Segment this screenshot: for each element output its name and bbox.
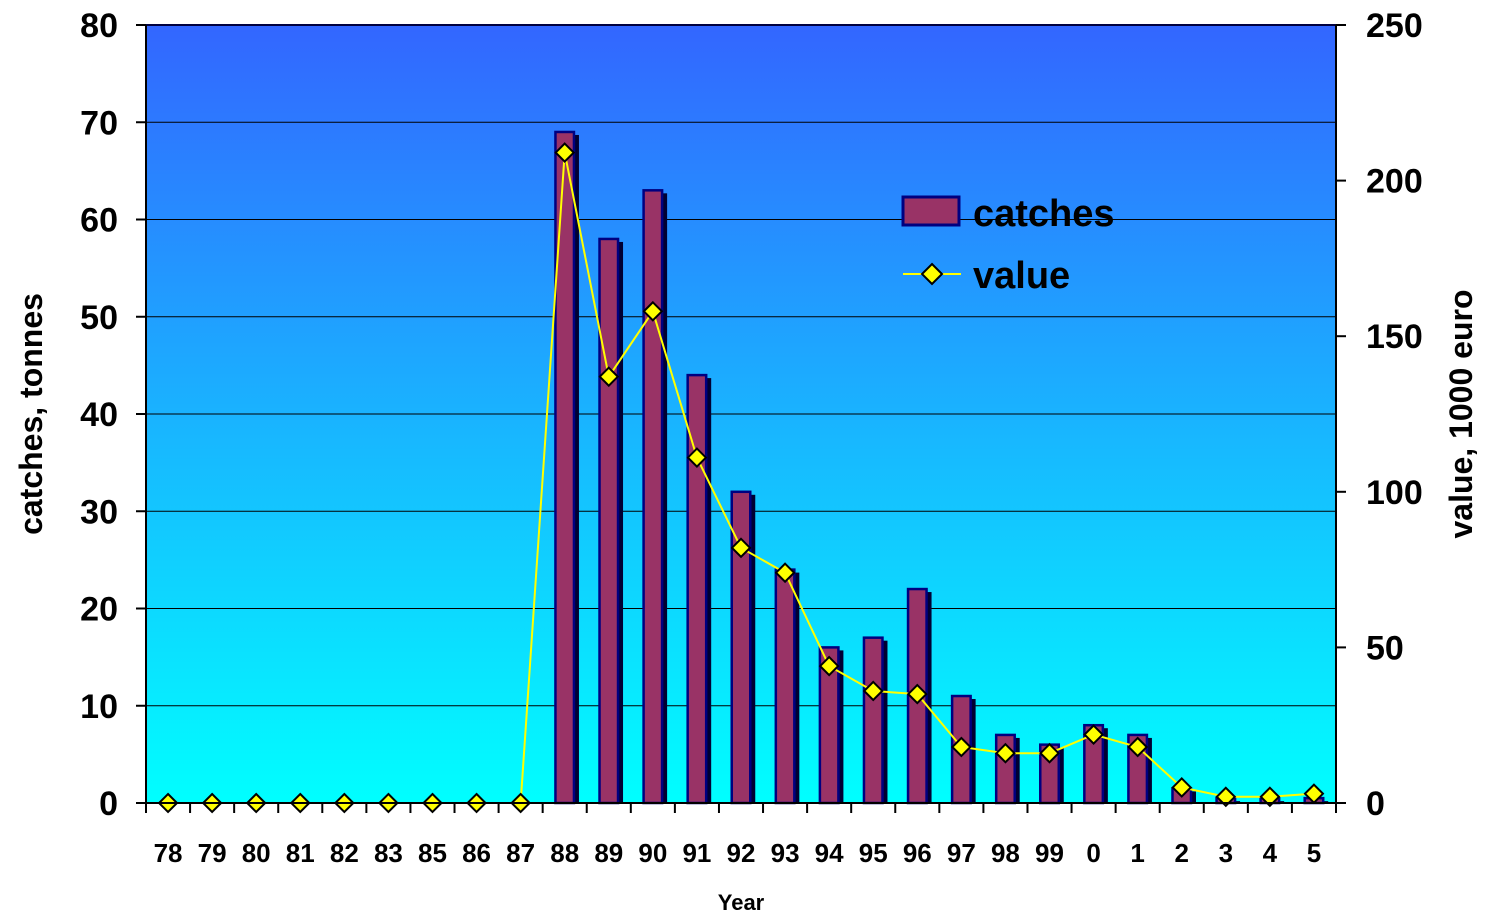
x-tick-label: 4	[1263, 838, 1278, 868]
x-tick-label: 79	[198, 838, 227, 868]
x-tick-label: 93	[771, 838, 800, 868]
y-tick-label-left: 40	[80, 396, 118, 434]
x-tick-label: 87	[506, 838, 535, 868]
x-tick-label: 92	[727, 838, 756, 868]
value-marker	[862, 680, 884, 702]
x-tick-label: 78	[154, 838, 183, 868]
y-axis-title-left: catches, tonnes	[13, 293, 49, 535]
x-tick-label: 98	[991, 838, 1020, 868]
value-marker	[1083, 724, 1105, 745]
value-marker	[554, 142, 576, 164]
value-marker	[1259, 786, 1281, 808]
legend-swatch-catches	[901, 195, 961, 227]
value-marker	[774, 562, 796, 584]
legend: catches value	[901, 193, 1115, 297]
y-tick-label-right: 100	[1366, 474, 1423, 512]
value-marker	[686, 447, 708, 468]
y-tick-label-left: 80	[80, 7, 118, 45]
x-tick-label: 91	[682, 838, 711, 868]
x-tick-label: 95	[859, 838, 888, 868]
x-tick-label: 1	[1130, 838, 1144, 868]
bar	[862, 636, 884, 805]
value-marker	[1215, 786, 1237, 808]
y-tick-label-left: 0	[99, 785, 118, 823]
y-tick-label-left: 30	[80, 493, 118, 531]
bar	[598, 237, 620, 805]
x-tick-label: 82	[330, 838, 359, 868]
value-marker	[1127, 736, 1149, 758]
y-tick-label-left: 70	[80, 104, 118, 142]
x-tick-label: 97	[947, 838, 976, 868]
x-tick-label: 89	[594, 838, 623, 868]
y-tick-label-left: 10	[80, 688, 118, 726]
bar	[554, 130, 576, 805]
y-tick-label-right: 0	[1366, 785, 1385, 823]
value-marker	[642, 300, 664, 322]
value-marker	[598, 366, 620, 388]
y-tick-label-right: 50	[1366, 629, 1404, 667]
y-tick-label-left: 20	[80, 591, 118, 629]
value-marker	[1171, 777, 1193, 798]
y-tick-label-right: 250	[1366, 7, 1423, 45]
x-tick-label: 3	[1219, 838, 1233, 868]
x-tick-label: 88	[550, 838, 579, 868]
y-tick-label-right: 150	[1366, 318, 1423, 356]
x-tick-label: 96	[903, 838, 932, 868]
x-tick-label: 85	[418, 838, 447, 868]
x-tick-label: 94	[815, 838, 844, 868]
x-tick-label: 2	[1175, 838, 1189, 868]
value-marker	[730, 537, 752, 559]
x-tick-label: 0	[1086, 838, 1100, 868]
bar	[774, 568, 796, 805]
x-tick-label: 99	[1035, 838, 1064, 868]
y-tick-label-left: 60	[80, 202, 118, 240]
x-tick-label: 90	[638, 838, 667, 868]
legend-marker-value	[920, 262, 944, 286]
legend-label-catches: catches	[973, 193, 1115, 235]
x-tick-label: 81	[286, 838, 315, 868]
legend-label-value: value	[973, 255, 1070, 297]
value-marker	[1039, 742, 1060, 764]
bar	[642, 189, 664, 805]
value-marker	[995, 742, 1016, 764]
x-tick-label: 83	[374, 838, 403, 868]
value-marker	[950, 736, 972, 758]
x-tick-label: 5	[1307, 838, 1321, 868]
value-marker	[818, 655, 840, 677]
y-tick-label-left: 50	[80, 299, 118, 337]
x-tick-label: 80	[242, 838, 271, 868]
value-marker	[906, 683, 928, 705]
y-axis-title-right: value, 1000 euro	[1443, 289, 1479, 538]
y-tick-label-right: 200	[1366, 163, 1423, 201]
x-tick-label: 86	[462, 838, 491, 868]
x-axis-title: Year	[718, 890, 765, 915]
